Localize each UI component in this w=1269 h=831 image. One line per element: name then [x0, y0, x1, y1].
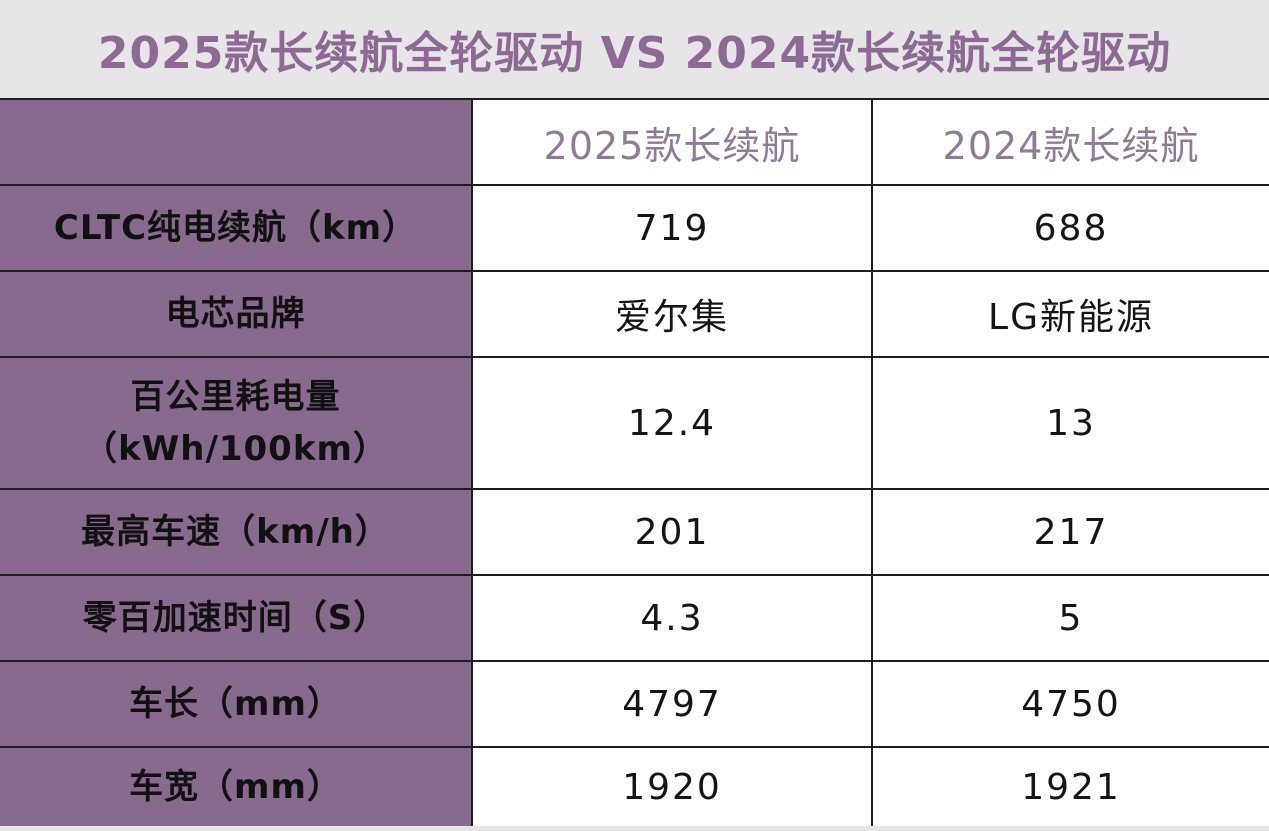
table-row-width: 车宽（mm） 1920 1921: [0, 746, 1269, 826]
value-2024: LG新能源: [871, 270, 1269, 358]
value-2025: 12.4: [471, 356, 873, 490]
page-title: 2025款长续航全轮驱动 VS 2024款长续航全轮驱动: [97, 28, 1172, 79]
table-header-row: 2025款长续航 2024款长续航: [0, 98, 1269, 186]
header-corner-cell: [0, 98, 473, 186]
value-2025: 4.3: [471, 574, 873, 662]
row-label: 零百加速时间（S）: [0, 574, 473, 662]
table-row-energy-consumption: 百公里耗电量 （kWh/100km） 12.4 13: [0, 356, 1269, 490]
value-2025: 1920: [471, 746, 873, 826]
value-2024: 1921: [871, 746, 1269, 826]
spec-comparison-table: 2025款长续航 2024款长续航 CLTC纯电续航（km） 719 688 电…: [0, 98, 1269, 826]
value-2024: 4750: [871, 660, 1269, 748]
row-label-line-1: 百公里耗电量: [130, 377, 341, 417]
row-label: 车宽（mm）: [0, 746, 473, 826]
value-2024: 13: [871, 356, 1269, 490]
row-label-line-2: （kWh/100km）: [83, 429, 388, 469]
value-2025: 爱尔集: [471, 270, 873, 358]
row-label: 最高车速（km/h）: [0, 488, 473, 576]
value-2025: 4797: [471, 660, 873, 748]
value-2024: 217: [871, 488, 1269, 576]
row-label: 车长（mm）: [0, 660, 473, 748]
table-row-length: 车长（mm） 4797 4750: [0, 660, 1269, 748]
value-2024: 688: [871, 184, 1269, 272]
value-2024: 5: [871, 574, 1269, 662]
row-label: 百公里耗电量 （kWh/100km）: [0, 356, 473, 490]
table-row-top-speed: 最高车速（km/h） 201 217: [0, 488, 1269, 576]
table-row-cltc-range: CLTC纯电续航（km） 719 688: [0, 184, 1269, 272]
value-2025: 719: [471, 184, 873, 272]
row-label: 电芯品牌: [0, 270, 473, 358]
row-label: CLTC纯电续航（km）: [0, 184, 473, 272]
table-row-acceleration: 零百加速时间（S） 4.3 5: [0, 574, 1269, 662]
column-header-2025: 2025款长续航: [471, 98, 873, 186]
table-row-cell-brand: 电芯品牌 爱尔集 LG新能源: [0, 270, 1269, 358]
column-header-2024: 2024款长续航: [871, 98, 1269, 186]
value-2025: 201: [471, 488, 873, 576]
